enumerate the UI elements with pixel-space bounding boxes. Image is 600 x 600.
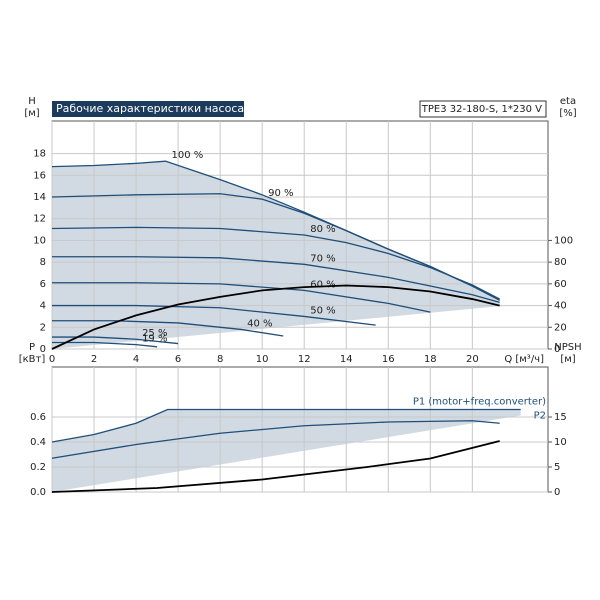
- operating-range: [52, 409, 521, 492]
- y2-axis-label: NPSH: [554, 342, 581, 353]
- y2-tick-label: 60: [554, 279, 567, 290]
- x-tick-label: 4: [133, 354, 139, 365]
- curve: [52, 256, 500, 303]
- x-tick-label: 14: [340, 354, 353, 365]
- x-tick-label: 12: [298, 354, 311, 365]
- chart-title: Рабочие характеристики насоса: [56, 102, 244, 115]
- curve: [51, 226, 500, 300]
- curve-label: 25 %: [142, 328, 167, 339]
- y-tick-label: 14: [33, 192, 46, 203]
- y2-tick-label: 100: [554, 235, 573, 246]
- curve: [51, 284, 500, 350]
- y2-tick-label: 20: [554, 322, 567, 333]
- y-tick-label: 0.2: [30, 462, 46, 473]
- curve: [52, 336, 179, 345]
- y-tick-label: 0.0: [30, 487, 46, 498]
- curve: [52, 282, 431, 313]
- y-axis-unit: [м]: [24, 108, 39, 119]
- curve-label: 70 %: [310, 253, 335, 264]
- y2-tick-label: 40: [554, 301, 567, 312]
- curve: [52, 341, 158, 348]
- curve-label: 80 %: [310, 224, 335, 235]
- curve-label: 100 %: [171, 150, 203, 161]
- y-axis-label: P: [29, 342, 35, 353]
- x-tick-label: 10: [256, 354, 269, 365]
- curve: [51, 420, 500, 459]
- curve-label: 19 %: [142, 334, 167, 345]
- y2-tick-label: 0: [554, 487, 560, 498]
- y-tick-label: 18: [33, 149, 46, 160]
- curve-label: 50 %: [310, 305, 335, 316]
- x-tick-label: 0: [49, 354, 55, 365]
- y2-tick-label: 0: [554, 344, 560, 355]
- model-box: [419, 100, 547, 118]
- y-tick-label: 2: [40, 322, 46, 333]
- x-tick-label: 16: [382, 354, 395, 365]
- operating-range: [52, 161, 500, 349]
- y-axis-unit: [кВт]: [19, 354, 46, 365]
- y2-axis-unit: [м]: [560, 354, 575, 365]
- y-tick-label: 12: [33, 214, 46, 225]
- y2-tick-label: 10: [554, 437, 567, 448]
- x-tick-label: 18: [424, 354, 437, 365]
- y-tick-label: 8: [40, 257, 46, 268]
- y-tick-label: 0: [40, 344, 46, 355]
- y-tick-label: 0.4: [30, 437, 46, 448]
- curve: [51, 408, 521, 443]
- curve-label: 40 %: [247, 318, 272, 329]
- y-tick-label: 16: [33, 170, 46, 181]
- y2-axis-label: eta: [560, 96, 576, 107]
- y-tick-label: 4: [40, 301, 46, 312]
- y-axis-label: H: [28, 96, 36, 107]
- x-tick-label: 8: [217, 354, 223, 365]
- y2-tick-label: 5: [554, 462, 560, 473]
- model-label: TPE3 32-180-S, 1*230 V: [421, 104, 542, 115]
- x-axis-label: Q [м³/ч]: [504, 354, 544, 365]
- curve-label: P2: [534, 410, 546, 421]
- y2-axis-unit: [%]: [559, 108, 576, 119]
- x-tick-label: 6: [175, 354, 181, 365]
- curve: [51, 440, 500, 493]
- y2-tick-label: 80: [554, 257, 567, 268]
- title-box: [52, 101, 244, 117]
- curve-label: P1 (motor+freq.converter): [413, 397, 546, 408]
- curve: [52, 320, 284, 337]
- y-tick-label: 6: [40, 279, 46, 290]
- y-tick-label: 0.6: [30, 412, 46, 423]
- curve: [52, 304, 376, 326]
- curve-label: 60 %: [310, 279, 335, 290]
- y2-tick-label: 15: [554, 412, 567, 423]
- y-tick-label: 10: [33, 235, 46, 246]
- curve-label: 90 %: [268, 188, 293, 199]
- x-tick-label: 2: [91, 354, 97, 365]
- x-tick-label: 20: [466, 354, 479, 365]
